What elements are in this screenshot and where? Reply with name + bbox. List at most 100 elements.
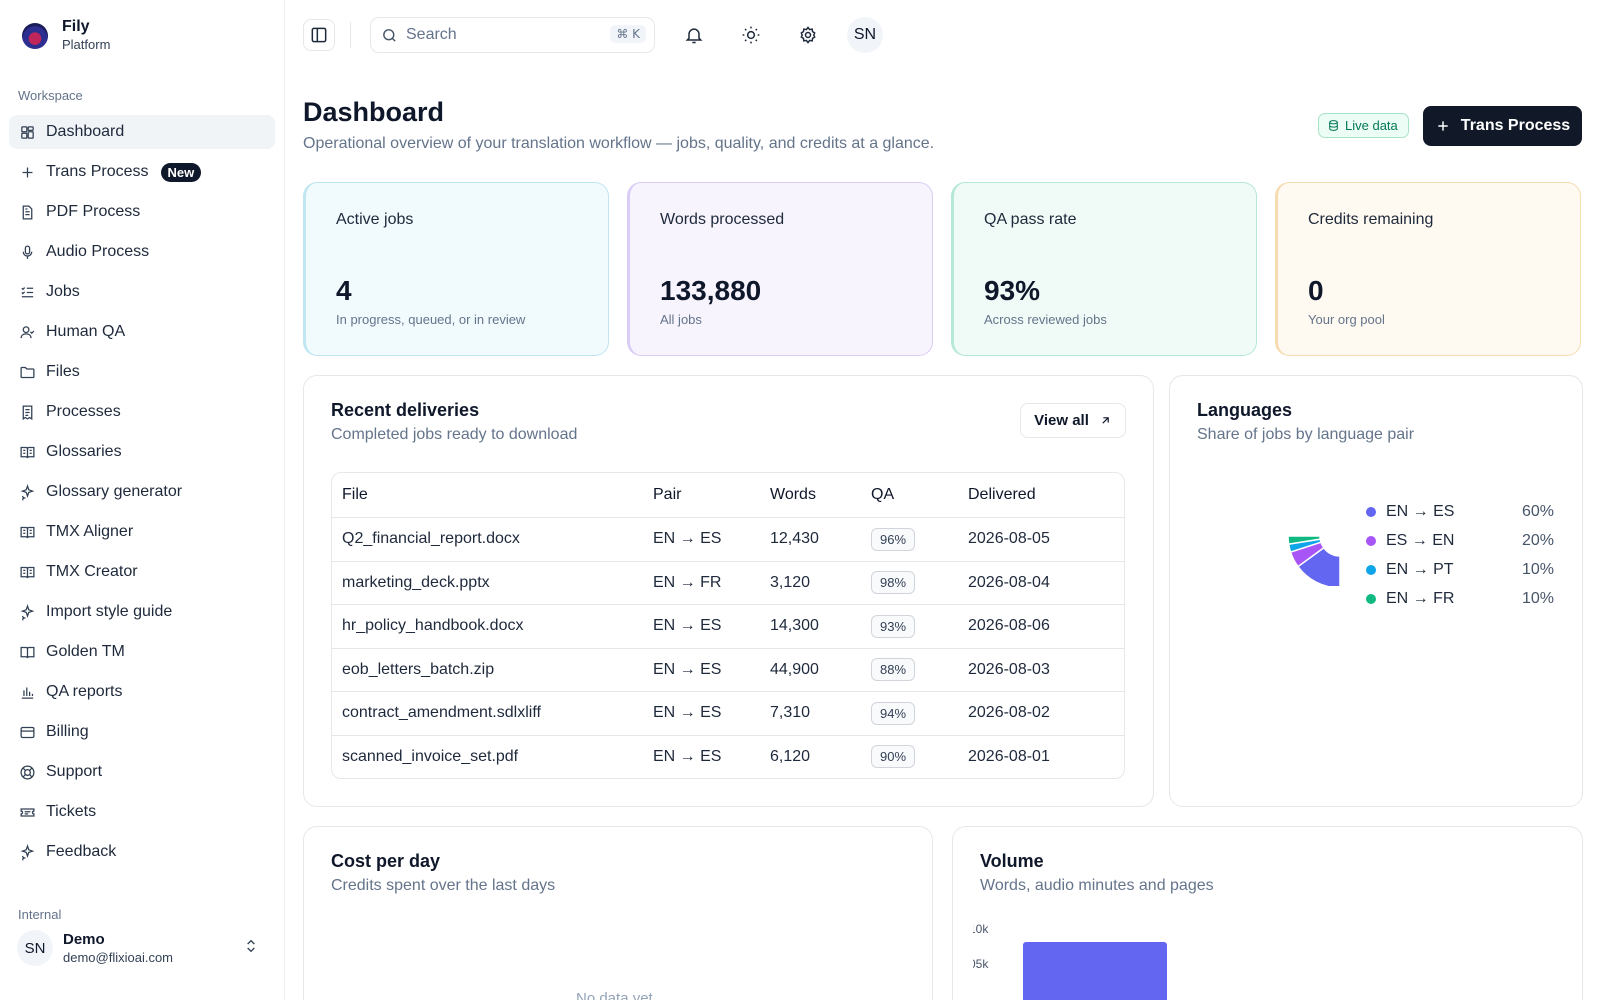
table-cell: 2026-08-02 <box>968 704 1050 722</box>
view-all-button[interactable]: View all <box>1020 403 1126 438</box>
sidebar-item-tmx-creator[interactable]: TMX Creator <box>9 555 275 589</box>
table-row[interactable]: scanned_invoice_set.pdf EN → ES 6,120 90% 20… <box>332 734 1124 779</box>
sidebar-item-jobs[interactable]: Jobs <box>9 275 275 309</box>
settings-button[interactable] <box>792 19 824 51</box>
file-text-icon <box>18 203 36 221</box>
kpi-card: Active jobs 4 In progress, queued, or in r… <box>303 182 609 356</box>
table-row[interactable]: hr_policy_handbook.docx EN → ES 14,300 93% 2… <box>332 604 1124 648</box>
list-checks-icon <box>18 283 36 301</box>
qa-cell: 88% <box>871 658 968 682</box>
kpi-note: Across reviewed jobs <box>984 312 1107 327</box>
kpi-note: In progress, queued, or in review <box>336 312 526 327</box>
table-cell: EN → ES <box>653 530 722 548</box>
sidebar-item-label: TMX Creator <box>46 563 138 580</box>
card-title: Volume <box>980 851 1044 871</box>
sidebar-item-label: Golden TM <box>46 643 125 660</box>
table-cell: 2026-08-05 <box>968 530 1050 548</box>
sidebar: Fily Platform Workspace Dashboard Trans P… <box>0 0 285 1000</box>
pie-slice[interactable] <box>1287 535 1322 545</box>
table-cell: EN → ES <box>653 617 722 635</box>
sidebar-item-glossary-generator[interactable]: Glossary generator <box>9 475 275 509</box>
table-row[interactable]: contract_amendment.sdlxliff EN → ES 7,310 9… <box>332 691 1124 735</box>
volume-bar[interactable] <box>1023 942 1167 1000</box>
table-cell: hr_policy_handbook.docx <box>342 617 524 635</box>
languages-legend: EN → ES 60% ES → EN 20% EN → PT 10% EN → FR 10% <box>1366 497 1554 613</box>
sidebar-item-label: Glossary generator <box>46 483 183 500</box>
theme-toggle-button[interactable] <box>735 19 767 51</box>
sidebar-item-import-style-guide[interactable]: Import style guide <box>9 595 275 629</box>
topbar-divider <box>350 22 351 48</box>
avatar[interactable]: SN <box>847 17 883 53</box>
table-row[interactable]: marketing_deck.pptx EN → FR 3,120 98% 2026-0… <box>332 560 1124 605</box>
volume-bar-chart: 10k 05k <box>973 922 1167 1000</box>
card-title: Cost per day <box>331 851 441 871</box>
kpi-value: 0 <box>1308 275 1324 306</box>
legend-value: 20% <box>1521 531 1554 549</box>
kpi-value: 133,880 <box>660 275 762 306</box>
sidebar-item-processes[interactable]: Processes <box>9 395 275 429</box>
chevrons-up-down-icon[interactable] <box>243 938 259 959</box>
table-cell: scanned_invoice_set.pdf <box>342 747 519 765</box>
sidebar-item-golden-tm[interactable]: Golden TM <box>9 635 275 669</box>
kpi-card: Credits remaining 0 Your org pool <box>1275 182 1581 356</box>
sidebar-nav: Dashboard Trans Process New PDF Process Audi… <box>9 115 275 875</box>
sidebar-item-label: QA reports <box>46 683 123 700</box>
qa-badge: 98% <box>871 571 916 595</box>
search-box[interactable]: ⌘ K <box>370 17 655 53</box>
page-subtitle: Operational overview of your translation… <box>303 135 935 152</box>
sidebar-item-files[interactable]: Files <box>9 355 275 389</box>
kpi-note: Your org pool <box>1308 312 1385 327</box>
table-cell: 44,900 <box>770 660 819 678</box>
sidebar-item-feedback[interactable]: Feedback <box>9 835 275 869</box>
trans-process-button[interactable]: Trans Process <box>1423 106 1582 146</box>
credit-card-icon <box>18 723 36 741</box>
sidebar-item-pdf-process[interactable]: PDF Process <box>9 195 275 229</box>
table-row[interactable]: Q2_financial_report.docx EN → ES 12,430 96%… <box>332 517 1124 561</box>
sidebar-item-label: Dashboard <box>46 123 125 140</box>
languages-pie-chart <box>1287 535 1341 586</box>
table-row[interactable]: eob_letters_batch.zip EN → ES 44,900 88% 202… <box>332 647 1124 692</box>
qa-badge: 94% <box>871 701 916 725</box>
section-label-internal: Internal <box>18 907 62 922</box>
sidebar-item-glossaries[interactable]: Glossaries <box>9 435 275 469</box>
ticket-icon <box>18 803 36 821</box>
sidebar-item-label: Billing <box>46 723 89 740</box>
column-header: Delivered <box>968 486 1036 503</box>
sidebar-item-tmx-aligner[interactable]: TMX Aligner <box>9 515 275 549</box>
sparkles-icon <box>18 483 36 501</box>
sidebar-item-audio-process[interactable]: Audio Process <box>9 235 275 269</box>
sidebar-item-tickets[interactable]: Tickets <box>9 795 275 829</box>
database-icon <box>1329 120 1338 131</box>
table-cell: EN → ES <box>653 660 722 678</box>
user-menu[interactable]: SN Demo demo@flixioai.com <box>17 928 267 968</box>
sidebar-item-dashboard[interactable]: Dashboard <box>9 115 275 149</box>
receipt-icon <box>18 403 36 421</box>
sidebar-item-support[interactable]: Support <box>9 755 275 789</box>
sidebar-item-trans-process[interactable]: Trans Process New <box>9 155 275 189</box>
brand[interactable]: Fily Platform <box>22 18 110 53</box>
sidebar-item-qa-reports[interactable]: QA reports <box>9 675 275 709</box>
search-input[interactable] <box>406 26 596 44</box>
sidebar-item-label: Processes <box>46 403 121 420</box>
card-subtitle: Share of jobs by language pair <box>1197 426 1415 443</box>
sidebar-item-label: Tickets <box>46 803 97 820</box>
sidebar-item-human-qa[interactable]: Human QA <box>9 315 275 349</box>
sidebar-item-label: Support <box>46 763 103 780</box>
table-cell: 2026-08-06 <box>968 617 1050 635</box>
sidebar-toggle-button[interactable] <box>303 19 335 51</box>
notifications-button[interactable] <box>678 19 710 51</box>
volume-card: Volume Words, audio minutes and pages 10… <box>952 826 1583 1000</box>
sparkles-icon <box>18 603 36 621</box>
legend-value: 10% <box>1521 589 1554 607</box>
bar-chart-icon <box>18 683 36 701</box>
qa-badge: 96% <box>871 527 916 551</box>
arrow-up-right-icon <box>1102 417 1109 424</box>
search-icon <box>383 28 396 42</box>
avatar: SN <box>17 930 53 966</box>
kpi-label: Words processed <box>660 211 785 228</box>
sidebar-item-billing[interactable]: Billing <box>9 715 275 749</box>
bell-icon <box>685 28 703 44</box>
kpi-value: 4 <box>336 275 352 306</box>
legend-value: 60% <box>1521 502 1554 520</box>
user-name: Demo <box>63 930 105 948</box>
